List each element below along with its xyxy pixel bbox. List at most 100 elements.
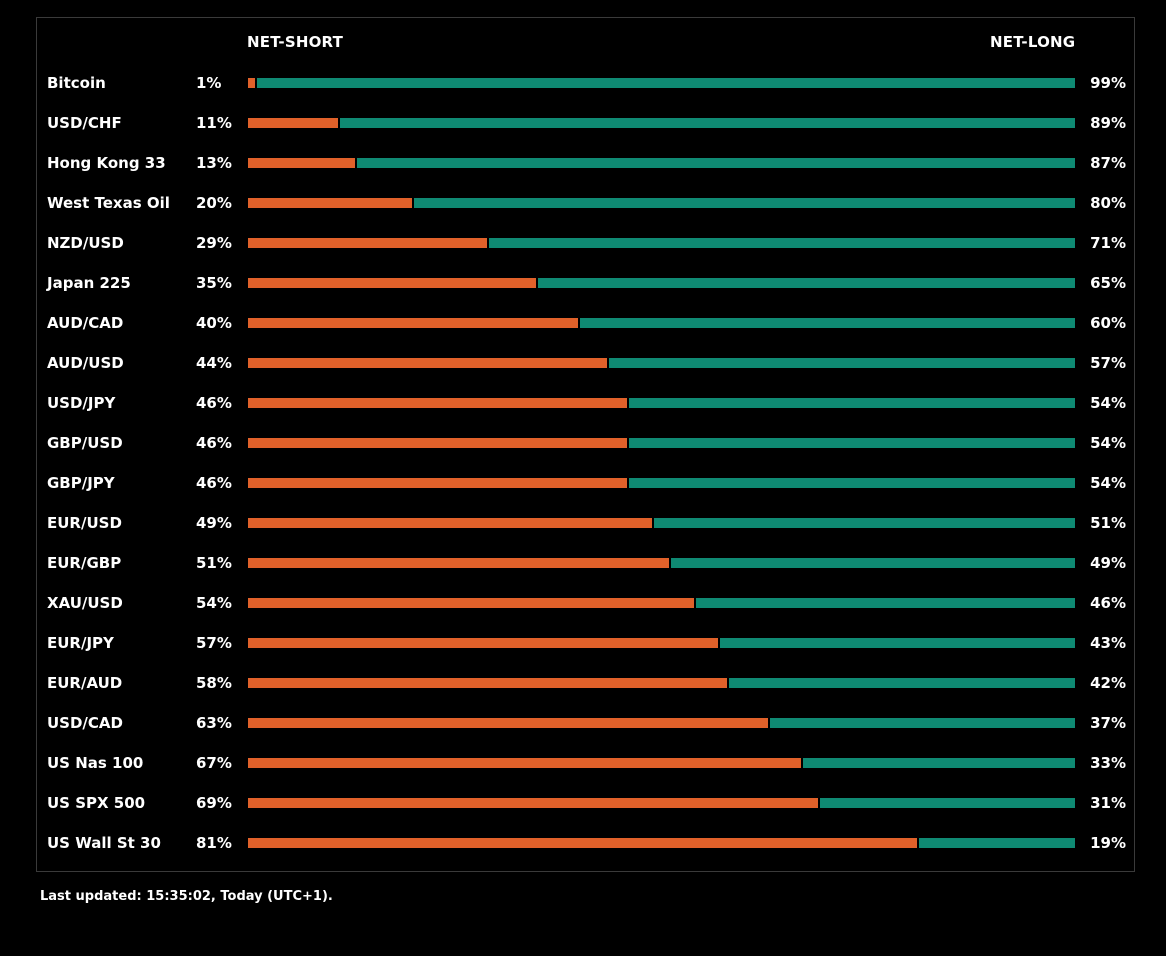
- net-short-percent: 67%: [196, 754, 232, 772]
- instrument-label: AUD/USD: [47, 354, 124, 372]
- net-long-percent: 37%: [1090, 714, 1126, 732]
- net-long-bar: [538, 278, 1075, 288]
- net-long-bar: [356, 158, 1075, 168]
- instrument-label: AUD/CAD: [47, 314, 124, 332]
- net-short-percent: 40%: [196, 314, 232, 332]
- net-short-percent: 13%: [196, 154, 232, 172]
- net-long-bar: [629, 478, 1075, 488]
- net-long-percent: 65%: [1090, 274, 1126, 292]
- net-short-bar: [248, 158, 355, 168]
- net-long-bar: [695, 598, 1075, 608]
- net-long-percent: 51%: [1090, 514, 1126, 532]
- net-short-percent: 29%: [196, 234, 232, 252]
- last-updated-text: Last updated: 15:35:02, Today (UTC+1).: [40, 889, 333, 904]
- net-short-bar: [248, 638, 719, 648]
- net-long-bar: [629, 438, 1075, 448]
- instrument-label: USD/JPY: [47, 394, 116, 412]
- net-short-percent: 81%: [196, 834, 232, 852]
- net-long-percent: 60%: [1090, 314, 1126, 332]
- net-long-bar: [414, 198, 1075, 208]
- net-long-header: NET-LONG: [990, 33, 1076, 51]
- net-short-bar: [248, 718, 768, 728]
- net-long-percent: 42%: [1090, 674, 1126, 692]
- net-short-percent: 11%: [196, 114, 232, 132]
- net-long-bar: [654, 518, 1075, 528]
- instrument-label: West Texas Oil: [47, 194, 170, 212]
- net-long-bar: [728, 678, 1075, 688]
- net-short-percent: 35%: [196, 274, 232, 292]
- net-long-bar: [803, 758, 1075, 768]
- net-short-bar: [248, 678, 727, 688]
- net-short-bar: [248, 238, 487, 248]
- net-short-bar: [248, 758, 802, 768]
- net-short-bar: [248, 478, 628, 488]
- net-long-bar: [339, 118, 1075, 128]
- sentiment-panel: [36, 17, 1135, 872]
- net-long-percent: 54%: [1090, 434, 1126, 452]
- net-short-percent: 1%: [196, 74, 222, 92]
- net-long-percent: 33%: [1090, 754, 1126, 772]
- net-long-percent: 19%: [1090, 834, 1126, 852]
- net-short-bar: [248, 558, 669, 568]
- instrument-label: US Nas 100: [47, 754, 144, 772]
- net-long-percent: 46%: [1090, 594, 1126, 612]
- instrument-label: GBP/USD: [47, 434, 123, 452]
- net-short-percent: 20%: [196, 194, 232, 212]
- net-short-percent: 69%: [196, 794, 232, 812]
- net-short-percent: 51%: [196, 554, 232, 572]
- instrument-label: USD/CAD: [47, 714, 123, 732]
- net-long-percent: 54%: [1090, 474, 1126, 492]
- net-short-percent: 54%: [196, 594, 232, 612]
- instrument-label: GBP/JPY: [47, 474, 115, 492]
- net-long-bar: [629, 398, 1075, 408]
- net-short-percent: 44%: [196, 354, 232, 372]
- net-long-percent: 54%: [1090, 394, 1126, 412]
- net-short-bar: [248, 198, 413, 208]
- instrument-label: NZD/USD: [47, 234, 124, 252]
- net-long-percent: 71%: [1090, 234, 1126, 252]
- net-short-bar: [248, 358, 608, 368]
- net-short-bar: [248, 518, 653, 528]
- net-short-percent: 58%: [196, 674, 232, 692]
- instrument-label: EUR/GBP: [47, 554, 122, 572]
- net-long-percent: 31%: [1090, 794, 1126, 812]
- instrument-label: US SPX 500: [47, 794, 146, 812]
- instrument-label: EUR/USD: [47, 514, 122, 532]
- net-long-percent: 80%: [1090, 194, 1126, 212]
- net-short-bar: [248, 438, 628, 448]
- net-long-bar: [488, 238, 1075, 248]
- net-long-percent: 57%: [1090, 354, 1126, 372]
- net-long-bar: [918, 838, 1075, 848]
- instrument-label: US Wall St 30: [47, 834, 161, 852]
- net-short-percent: 57%: [196, 634, 232, 652]
- instrument-label: EUR/AUD: [47, 674, 123, 692]
- net-long-percent: 87%: [1090, 154, 1126, 172]
- net-short-header: NET-SHORT: [247, 33, 344, 51]
- net-short-bar: [248, 398, 628, 408]
- net-short-bar: [248, 78, 256, 88]
- net-long-percent: 49%: [1090, 554, 1126, 572]
- net-short-bar: [248, 118, 338, 128]
- net-long-percent: 89%: [1090, 114, 1126, 132]
- net-long-bar: [579, 318, 1075, 328]
- instrument-label: Bitcoin: [47, 74, 106, 92]
- instrument-label: USD/CHF: [47, 114, 122, 132]
- net-long-percent: 99%: [1090, 74, 1126, 92]
- net-short-percent: 46%: [196, 474, 232, 492]
- net-long-bar: [257, 78, 1075, 88]
- net-short-percent: 63%: [196, 714, 232, 732]
- instrument-label: Hong Kong 33: [47, 154, 166, 172]
- net-short-percent: 46%: [196, 394, 232, 412]
- net-long-bar: [720, 638, 1075, 648]
- net-short-bar: [248, 278, 537, 288]
- net-short-bar: [248, 798, 818, 808]
- net-long-bar: [819, 798, 1075, 808]
- net-short-percent: 49%: [196, 514, 232, 532]
- net-short-bar: [248, 318, 578, 328]
- net-short-bar: [248, 598, 694, 608]
- net-long-bar: [670, 558, 1075, 568]
- instrument-label: Japan 225: [47, 274, 131, 292]
- net-short-percent: 46%: [196, 434, 232, 452]
- net-long-bar: [770, 718, 1075, 728]
- net-long-bar: [609, 358, 1075, 368]
